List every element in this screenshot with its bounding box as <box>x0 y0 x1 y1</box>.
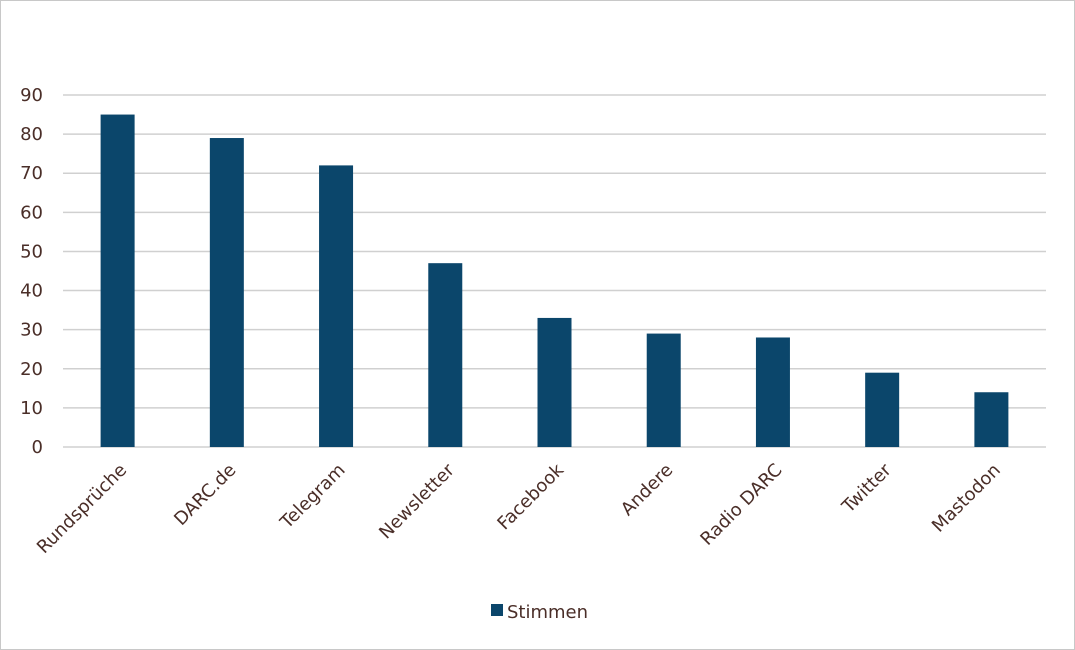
x-axis-labels: Rundsprüche DARC.de Telegram Newsletter Face… <box>33 459 1005 558</box>
x-tick-label: Facebook <box>493 459 568 534</box>
bar-darc-de <box>209 138 244 447</box>
y-tick-label: 80 <box>20 124 43 145</box>
x-tick-label: Twitter <box>837 459 896 518</box>
y-tick-label: 90 <box>20 85 43 106</box>
bar-mastodon <box>974 392 1009 447</box>
x-tick-label: Rundsprüche <box>33 460 131 558</box>
bar-telegram <box>319 165 354 447</box>
legend-label: Stimmen <box>507 602 588 623</box>
x-tick-label: Andere <box>617 460 677 520</box>
bar-twitter <box>865 372 900 447</box>
bar-newsletter <box>428 263 463 447</box>
x-tick-label: Radio DARC <box>696 460 786 550</box>
y-tick-label: 20 <box>20 359 43 380</box>
bar-radio-darc <box>755 337 790 447</box>
y-tick-label: 0 <box>32 437 43 458</box>
bar-rundspr-che <box>100 114 135 448</box>
y-tick-label: 50 <box>20 241 43 262</box>
y-tick-label: 10 <box>20 398 43 419</box>
x-tick-label: DARC.de <box>170 460 240 530</box>
x-tick-label: Mastodon <box>928 460 1005 537</box>
legend: Stimmen <box>491 602 588 623</box>
y-tick-label: 70 <box>20 163 43 184</box>
x-tick-label: Newsletter <box>375 459 459 543</box>
bar-facebook <box>537 317 572 447</box>
bars <box>100 114 1009 448</box>
y-tick-label: 30 <box>20 320 43 341</box>
legend-swatch <box>491 604 503 616</box>
y-tick-label: 40 <box>20 281 43 302</box>
y-tick-label: 60 <box>20 202 43 223</box>
y-axis-ticks: 0 10 20 30 40 50 60 70 80 90 <box>20 85 43 458</box>
x-tick-label: Telegram <box>276 460 350 534</box>
bar-andere <box>646 333 681 447</box>
